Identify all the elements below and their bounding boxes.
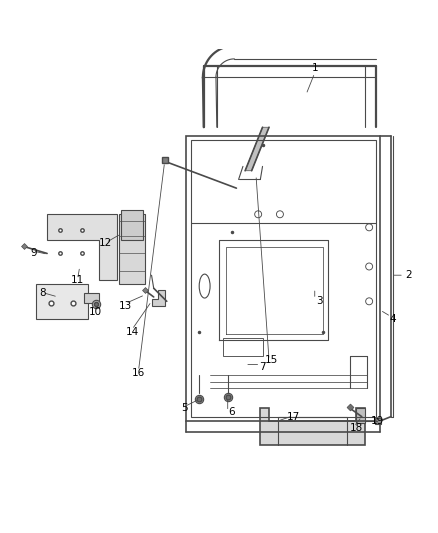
Polygon shape: [152, 290, 165, 305]
Polygon shape: [47, 214, 117, 279]
Text: 13: 13: [119, 301, 132, 311]
Text: 10: 10: [88, 307, 102, 317]
Text: 11: 11: [71, 274, 84, 285]
Polygon shape: [121, 210, 143, 240]
Polygon shape: [84, 293, 99, 303]
Text: 19: 19: [371, 416, 385, 426]
Text: 6: 6: [229, 407, 235, 417]
Polygon shape: [245, 127, 269, 171]
Text: 2: 2: [405, 270, 412, 280]
Text: 14: 14: [125, 327, 138, 337]
Text: 7: 7: [259, 361, 266, 372]
Text: 15: 15: [265, 355, 278, 365]
Polygon shape: [36, 284, 88, 319]
Text: 9: 9: [31, 248, 37, 259]
Text: 17: 17: [286, 411, 300, 422]
Text: 12: 12: [99, 238, 113, 247]
Polygon shape: [119, 214, 145, 284]
Text: 1: 1: [311, 63, 318, 74]
Polygon shape: [260, 408, 365, 445]
Text: 3: 3: [316, 296, 322, 306]
Text: 4: 4: [390, 314, 396, 324]
Polygon shape: [356, 408, 365, 423]
Text: 16: 16: [132, 368, 145, 378]
Text: 5: 5: [181, 403, 187, 413]
Text: 8: 8: [39, 288, 46, 297]
Text: 18: 18: [350, 423, 363, 433]
